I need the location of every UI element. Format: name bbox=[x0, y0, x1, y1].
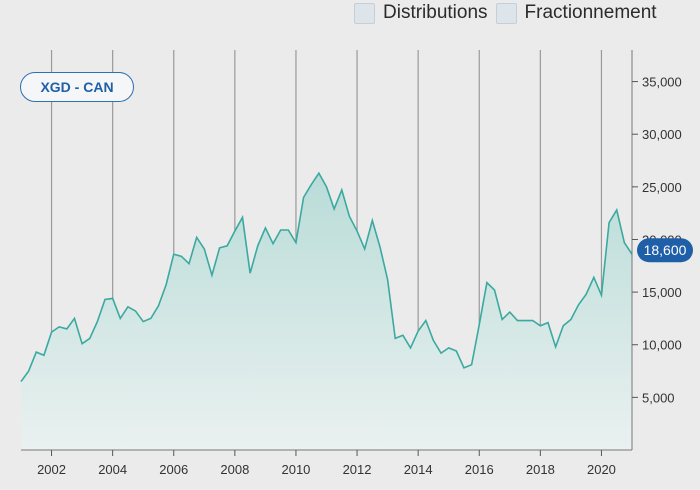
legend-label-fractionnement: Fractionnement bbox=[524, 2, 657, 23]
distributions-checkbox[interactable] bbox=[354, 2, 375, 24]
legend-label-distributions: Distributions bbox=[383, 2, 488, 23]
x-tick-label: 2008 bbox=[220, 462, 249, 477]
fractionnement-checkbox[interactable] bbox=[495, 2, 517, 24]
y-tick-label: 10,000 bbox=[642, 338, 682, 353]
x-tick-label: 2010 bbox=[281, 462, 310, 477]
x-tick-label: 2020 bbox=[587, 462, 616, 477]
x-tick-label: 2006 bbox=[159, 462, 188, 477]
price-line bbox=[20, 171, 633, 383]
current-value-badge: 18,600 bbox=[637, 238, 693, 263]
current-value-label: 18,600 bbox=[644, 242, 687, 258]
plot-area bbox=[20, 171, 633, 450]
x-tick-label: 2002 bbox=[37, 462, 66, 477]
ticker-button[interactable]: XGD - CAN bbox=[20, 72, 134, 102]
legend-item-distributions[interactable]: Distributions bbox=[354, 2, 488, 24]
legend: Distributions Fractionnement bbox=[354, 2, 657, 24]
x-axis: 2002 2004 2006 2008 2010 2012 2014 2016 2018 2020 bbox=[21, 449, 632, 477]
x-tick-label: 2004 bbox=[98, 462, 127, 477]
x-tick-label: 2012 bbox=[343, 462, 372, 477]
y-tick-label: 5,000 bbox=[642, 390, 675, 405]
price-area bbox=[21, 173, 632, 450]
current-value-badge-bg bbox=[637, 238, 693, 263]
x-tick-label: 2018 bbox=[526, 462, 555, 477]
x-tick-label: 2016 bbox=[465, 462, 494, 477]
legend-item-fractionnement[interactable]: Fractionnement bbox=[495, 2, 657, 24]
ticker-label: XGD - CAN bbox=[40, 79, 114, 95]
y-tick-label: 25,000 bbox=[642, 180, 682, 195]
y-tick-label: 30,000 bbox=[642, 127, 682, 142]
x-tick-label: 2014 bbox=[404, 462, 433, 477]
y-tick-label: 35,000 bbox=[642, 75, 682, 90]
y-tick-label: 15,000 bbox=[642, 285, 682, 300]
